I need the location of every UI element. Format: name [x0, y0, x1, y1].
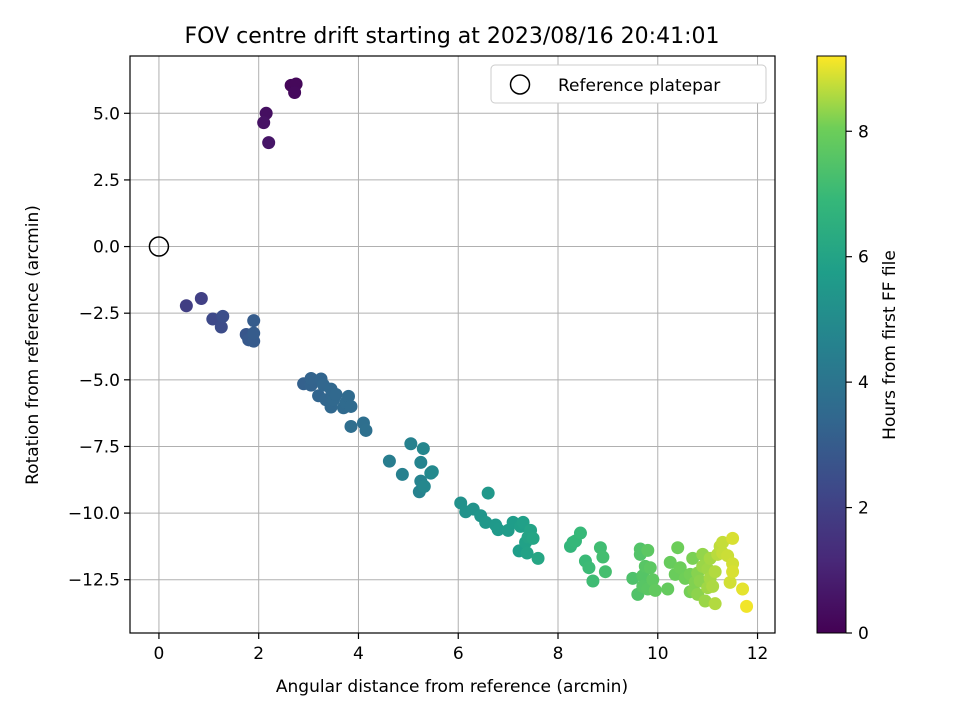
data-point: [716, 535, 730, 549]
x-tick-label: 4: [353, 644, 364, 664]
y-tick-label: −2.5: [79, 304, 120, 324]
data-point: [646, 573, 660, 587]
data-point: [661, 582, 675, 596]
data-point: [288, 86, 302, 100]
data-point: [194, 292, 208, 306]
data-point: [344, 419, 358, 433]
colorbar-tick-label: 8: [858, 122, 869, 142]
y-axis-ticks: 5.0 2.5 0.0 −2.5 −5.0 −7.5 −10.0 −12.5: [68, 104, 130, 591]
colorbar-tick-label: 6: [858, 248, 869, 268]
x-tick-label: 12: [747, 644, 769, 664]
x-tick-label: 2: [253, 644, 264, 664]
data-point: [479, 515, 493, 529]
data-point: [598, 565, 612, 579]
y-tick-label: 2.5: [93, 171, 120, 191]
x-tick-label: 8: [553, 644, 564, 664]
y-tick-label: −7.5: [79, 437, 120, 457]
data-point: [262, 136, 276, 150]
data-point: [698, 594, 712, 608]
data-point: [736, 582, 750, 596]
data-point: [596, 550, 610, 564]
y-tick-label: −5.0: [79, 371, 120, 391]
data-point: [531, 551, 545, 565]
data-point: [573, 526, 587, 540]
data-point: [648, 583, 662, 597]
data-point: [520, 546, 534, 560]
colorbar-gradient: [816, 55, 847, 634]
data-point: [708, 565, 722, 579]
data-point: [726, 565, 740, 579]
colorbar-ticks: 0 2 4 6 8: [846, 122, 869, 644]
data-point: [582, 561, 596, 575]
data-point: [673, 561, 687, 575]
data-point: [359, 423, 373, 437]
data-point: [663, 555, 677, 569]
data-point: [726, 531, 740, 545]
y-tick-label: 5.0: [93, 104, 120, 124]
legend: Reference platepar: [490, 64, 767, 104]
data-point: [304, 371, 318, 385]
grid-lines: [130, 56, 775, 633]
data-point: [671, 541, 685, 555]
data-point: [626, 571, 640, 585]
chart-title: FOV centre drift starting at 2023/08/16 …: [185, 24, 720, 49]
data-point: [206, 312, 220, 326]
data-point: [643, 561, 657, 575]
data-point: [481, 486, 495, 500]
data-point: [740, 599, 754, 613]
data-point: [586, 574, 600, 588]
data-point: [686, 551, 700, 565]
reference-point: [148, 236, 170, 257]
data-point: [641, 543, 655, 557]
legend-marker-icon: [509, 74, 531, 95]
data-point: [395, 467, 409, 481]
data-points: [179, 77, 754, 613]
data-point: [216, 309, 230, 323]
colorbar: 0 2 4 6 8 Hours from first FF file: [816, 55, 900, 644]
x-tick-label: 0: [154, 644, 165, 664]
y-tick-label: 0.0: [93, 238, 120, 258]
x-axis-label: Angular distance from reference (arcmin): [276, 677, 628, 697]
data-point: [723, 575, 737, 589]
data-point: [526, 531, 540, 545]
colorbar-tick-label: 0: [858, 624, 869, 644]
colorbar-tick-label: 4: [858, 373, 869, 393]
data-point: [404, 437, 418, 451]
data-point: [214, 320, 228, 334]
data-point: [491, 523, 505, 537]
data-point: [247, 314, 261, 328]
data-point: [179, 299, 193, 313]
data-point: [382, 454, 396, 468]
data-point: [706, 579, 720, 593]
data-point: [341, 389, 355, 403]
data-point: [417, 479, 431, 493]
plot-frame: [129, 55, 776, 634]
data-point: [416, 442, 430, 456]
legend-box: [490, 64, 767, 104]
x-axis-ticks: 0 2 4 6 8 10 12: [154, 633, 769, 664]
x-tick-label: 10: [647, 644, 669, 664]
y-axis-label: Rotation from reference (arcmin): [23, 205, 43, 485]
x-tick-label: 6: [453, 644, 464, 664]
data-point: [708, 597, 722, 611]
data-point: [344, 399, 358, 413]
data-point: [414, 455, 428, 469]
legend-entry-reference: Reference platepar: [558, 76, 720, 96]
data-point: [247, 326, 261, 340]
colorbar-tick-label: 2: [858, 499, 869, 519]
data-point: [329, 387, 343, 401]
y-tick-label: −12.5: [68, 571, 120, 591]
data-point: [257, 116, 271, 130]
data-point: [425, 465, 439, 479]
y-tick-label: −10.0: [68, 504, 120, 524]
colorbar-label: Hours from first FF file: [880, 250, 900, 440]
